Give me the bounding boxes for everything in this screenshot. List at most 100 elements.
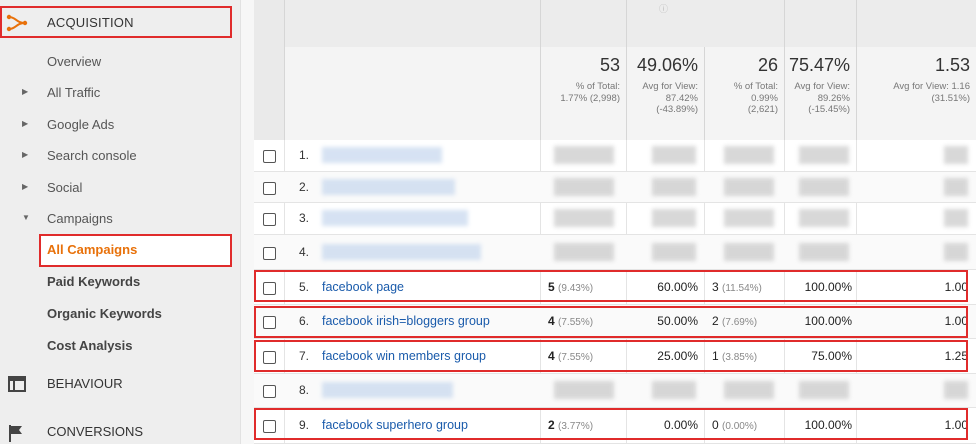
table-row[interactable]: 8. bbox=[254, 374, 976, 408]
summary-sub-line: (2,621) bbox=[747, 104, 778, 115]
new-users-value: 2 (7.69%) bbox=[712, 314, 782, 328]
row-checkbox[interactable] bbox=[263, 351, 276, 364]
table-row[interactable]: 4. bbox=[254, 235, 976, 270]
sidebar-item-overview[interactable]: Overview bbox=[0, 47, 232, 77]
pages-per-session-value: 1.00 bbox=[944, 418, 968, 432]
redacted-block bbox=[652, 243, 696, 261]
redacted-block bbox=[322, 179, 455, 195]
behaviour-icon bbox=[8, 376, 26, 392]
new-users-count: 3 bbox=[712, 280, 719, 294]
sidebar-item-campaigns[interactable]: ▼ Campaigns bbox=[0, 204, 232, 234]
campaign-link[interactable]: facebook win members group bbox=[322, 349, 486, 363]
sidebar-item-search-console[interactable]: ▶ Search console bbox=[0, 141, 232, 171]
redacted-block bbox=[322, 147, 442, 163]
row-number: 4. bbox=[299, 245, 310, 259]
sidebar-section-behaviour[interactable]: BEHAVIOUR bbox=[0, 368, 232, 400]
summary-sub: % of Total: 1.77% (2,998) bbox=[560, 81, 620, 104]
row-number: 6. bbox=[299, 314, 310, 328]
sidebar-item-label: All Campaigns bbox=[47, 242, 138, 257]
chevron-right-icon: ▶ bbox=[22, 119, 29, 128]
sessions-percent: (7.55%) bbox=[558, 317, 594, 328]
row-checkbox[interactable] bbox=[263, 385, 276, 398]
redacted-block bbox=[944, 178, 968, 196]
summary-sub: Avg for View: 89.26% (-15.45%) bbox=[794, 81, 850, 116]
redacted-block bbox=[652, 178, 696, 196]
sessions-value: 2 (3.77%) bbox=[548, 418, 618, 432]
row-checkbox[interactable] bbox=[263, 420, 276, 433]
sidebar-item-organic-keywords[interactable]: Organic Keywords bbox=[0, 299, 232, 329]
redacted-block bbox=[322, 210, 468, 226]
pages-per-session-value: 1.00 bbox=[944, 314, 968, 328]
campaign-link[interactable]: facebook irish=bloggers group bbox=[322, 314, 490, 328]
summary-sub: Avg for View: 1.16 (31.51%) bbox=[893, 81, 970, 104]
row-checkbox[interactable] bbox=[263, 247, 276, 260]
table-row[interactable]: 2. bbox=[254, 172, 976, 203]
row-number: 5. bbox=[299, 280, 310, 294]
summary-value: 26 bbox=[757, 55, 778, 75]
acquisition-icon bbox=[6, 14, 28, 32]
sidebar-item-label: Cost Analysis bbox=[47, 338, 133, 353]
sidebar-item-google-ads[interactable]: ▶ Google Ads bbox=[0, 110, 232, 140]
redacted-block bbox=[799, 381, 849, 399]
table-row[interactable]: 6. facebook irish=bloggers group 4 (7.55%)… bbox=[254, 305, 976, 339]
summary-sessions: 53 % of Total: 1.77% (2,998) bbox=[540, 47, 626, 140]
summary-sub: % of Total: 0.99% (2,621) bbox=[734, 81, 778, 116]
summary-sub-line: 89.26% bbox=[817, 92, 850, 104]
summary-value: 53 bbox=[599, 55, 620, 75]
summary-new-users: 26 % of Total: 0.99% (2,621) bbox=[704, 47, 784, 140]
campaign-link[interactable]: facebook page bbox=[322, 280, 405, 294]
table-row[interactable]: 9. facebook superhero group 2 (3.77%) 0.00%… bbox=[254, 408, 976, 444]
header-spacer: ⓘ bbox=[626, 0, 784, 47]
new-users-percent: (11.54%) bbox=[722, 283, 762, 294]
acquisition-label: ACQUISITION bbox=[47, 15, 134, 30]
campaign-link[interactable]: facebook superhero group bbox=[322, 418, 468, 432]
redacted-block bbox=[554, 146, 614, 164]
row-checkbox[interactable] bbox=[263, 316, 276, 329]
new-sessions-value: 75.00% bbox=[811, 349, 852, 363]
summary-value: 49.06% bbox=[636, 55, 698, 75]
redacted-block bbox=[554, 209, 614, 227]
sidebar-section-conversions[interactable]: CONVERSIONS bbox=[0, 416, 232, 448]
conversions-label: CONVERSIONS bbox=[47, 424, 144, 439]
new-users-percent: (3.85%) bbox=[722, 352, 758, 363]
table-row[interactable]: 3. bbox=[254, 203, 976, 235]
sidebar-item-label: Organic Keywords bbox=[47, 306, 162, 321]
new-users-percent: (0.00%) bbox=[722, 421, 758, 432]
row-checkbox[interactable] bbox=[263, 213, 276, 226]
summary-sub-line: 1.77% (2,998) bbox=[560, 92, 620, 104]
sessions-count: 4 bbox=[548, 349, 555, 363]
redacted-block bbox=[724, 209, 774, 227]
sidebar-item-all-traffic[interactable]: ▶ All Traffic bbox=[0, 78, 232, 108]
sidebar-item-cost-analysis[interactable]: Cost Analysis bbox=[0, 331, 232, 361]
new-users-count: 2 bbox=[712, 314, 719, 328]
redacted-block bbox=[652, 381, 696, 399]
sidebar-item-label: Search console bbox=[47, 148, 137, 163]
row-number: 7. bbox=[299, 349, 310, 363]
column-divider bbox=[856, 140, 857, 444]
row-checkbox[interactable] bbox=[263, 150, 276, 163]
row-checkbox[interactable] bbox=[263, 182, 276, 195]
new-sessions-value: 100.00% bbox=[804, 418, 852, 432]
redacted-block bbox=[944, 243, 968, 261]
sidebar-item-paid-keywords[interactable]: Paid Keywords bbox=[0, 267, 232, 297]
pages-per-session-value: 1.25 bbox=[944, 349, 968, 363]
sidebar-item-social[interactable]: ▶ Social bbox=[0, 173, 232, 203]
sessions-percent: (7.55%) bbox=[558, 352, 594, 363]
new-users-value: 1 (3.85%) bbox=[712, 349, 782, 363]
redacted-block bbox=[554, 243, 614, 261]
sidebar-item-all-campaigns[interactable]: All Campaigns bbox=[40, 235, 232, 265]
table-row[interactable]: 7. facebook win members group 4 (7.55%) 25.… bbox=[254, 339, 976, 374]
column-divider bbox=[540, 140, 541, 444]
summary-sub-line: (-15.45%) bbox=[808, 104, 850, 115]
summary-sub-line: % of Total: bbox=[575, 81, 620, 92]
redacted-block bbox=[724, 178, 774, 196]
table-row[interactable]: 1. bbox=[254, 140, 976, 172]
new-sessions-value: 100.00% bbox=[804, 314, 852, 328]
summary-sub: Avg for View: 87.42% (-43.89%) bbox=[642, 81, 698, 116]
acquisition-section[interactable]: ACQUISITION bbox=[0, 6, 232, 38]
sessions-percent: (3.77%) bbox=[558, 421, 594, 432]
table-row[interactable]: 5. facebook page 5 (9.43%) 60.00% 3 (11.54%)… bbox=[254, 270, 976, 305]
summary-sub-line: Avg for View: 1.16 bbox=[893, 81, 970, 92]
row-checkbox[interactable] bbox=[263, 282, 276, 295]
header-spacer bbox=[284, 0, 540, 47]
